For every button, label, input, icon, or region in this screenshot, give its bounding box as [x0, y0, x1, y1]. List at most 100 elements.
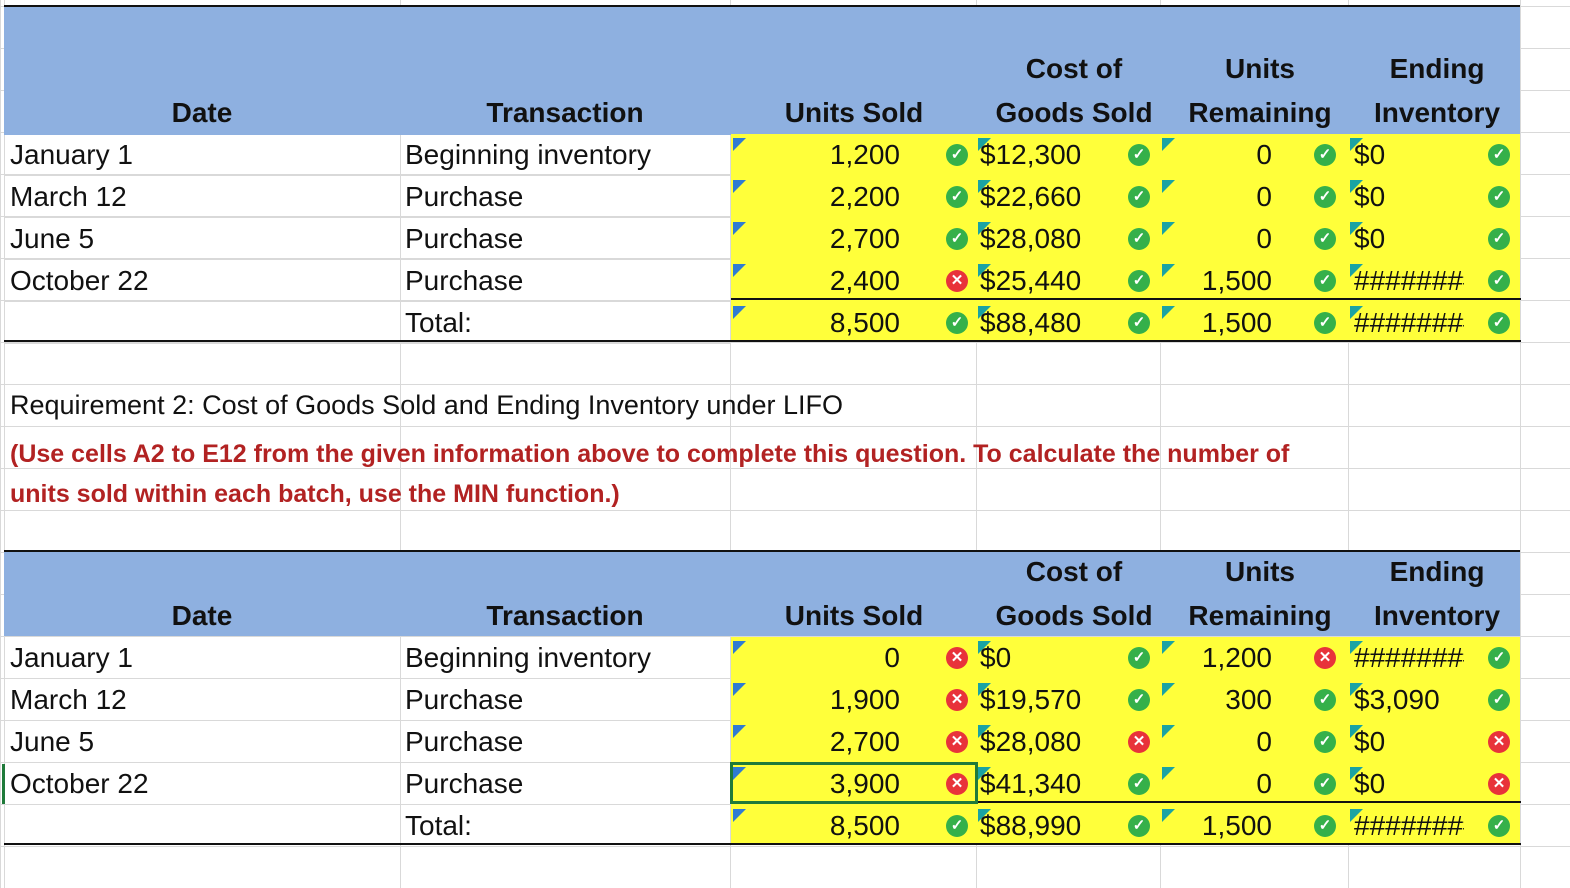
units-remaining-check-icon: [1314, 228, 1336, 250]
comment-flag: [1162, 683, 1175, 696]
units-sold-cell[interactable]: 0: [884, 642, 900, 673]
transaction-cell[interactable]: Purchase: [405, 768, 524, 799]
cogs-cell[interactable]: $19,570: [980, 684, 1082, 715]
cogs-cell[interactable]: $22,660: [980, 181, 1082, 212]
units-remaining-check-icon: [1314, 773, 1336, 795]
transaction-cell[interactable]: Beginning inventory: [405, 139, 651, 170]
date-cell[interactable]: January 1: [10, 139, 133, 170]
ending-inventory-cell[interactable]: $3,090: [1354, 684, 1440, 715]
total-bottom-border: [4, 340, 1521, 342]
table2-header-row: Date Transaction Units Sold Cost of Good…: [4, 550, 1520, 636]
header-units-remaining-line1: Units: [1225, 556, 1295, 587]
total-label[interactable]: Total:: [405, 810, 472, 841]
units-remaining-cell[interactable]: 0: [1256, 726, 1272, 757]
cogs-cell[interactable]: $41,340: [980, 768, 1082, 799]
cogs-cell[interactable]: $88,480: [980, 307, 1082, 338]
comment-flag: [978, 641, 991, 654]
units-sold-cell[interactable]: 1,900: [829, 684, 900, 715]
header-units-remaining-line1: Units: [1225, 53, 1295, 84]
date-cell[interactable]: October 22: [10, 265, 149, 296]
units-sold-cell[interactable]: 2,200: [829, 181, 900, 212]
comment-flag: [733, 767, 746, 780]
units-sold-cell[interactable]: 8,500: [829, 810, 900, 841]
cogs-cell[interactable]: $25,440: [980, 265, 1082, 296]
row-gridline: [4, 175, 730, 176]
units-sold-cell[interactable]: 2,700: [829, 726, 900, 757]
transaction-cell[interactable]: Purchase: [405, 181, 524, 212]
units-remaining-cell[interactable]: 1,500: [1201, 265, 1272, 296]
cogs-cell[interactable]: $88,990: [980, 810, 1082, 841]
comment-flag: [1350, 683, 1363, 696]
selected-cell[interactable]: [730, 762, 978, 804]
date-cell[interactable]: March 12: [10, 684, 127, 715]
comment-flag: [978, 222, 991, 235]
header-transaction: Transaction: [486, 600, 644, 631]
cogs-cell[interactable]: $28,080: [980, 726, 1082, 757]
cogs-check-icon: [1128, 773, 1150, 795]
comment-flag: [733, 264, 746, 277]
ending-inventory-check-icon: [1488, 312, 1510, 334]
total-top-border: [731, 801, 1521, 803]
ending-inventory-check-icon: [1488, 228, 1510, 250]
ending-inventory-cell[interactable]: $0: [1354, 181, 1386, 212]
column-gridline: [1520, 0, 1521, 888]
date-cell[interactable]: March 12: [10, 181, 127, 212]
transaction-cell[interactable]: Purchase: [405, 265, 524, 296]
column-gridline: [4, 0, 5, 888]
comment-flag: [1162, 641, 1175, 654]
cogs-check-icon: [1128, 228, 1150, 250]
units-sold-cell[interactable]: 1,200: [829, 139, 900, 170]
ending-inventory-cell[interactable]: $0: [1354, 139, 1386, 170]
units-sold-cell[interactable]: 3,900: [829, 768, 900, 799]
transaction-cell[interactable]: Purchase: [405, 223, 524, 254]
ending-inventory-cell[interactable]: ########: [1354, 810, 1464, 841]
comment-flag: [1350, 641, 1363, 654]
ending-inventory-cell[interactable]: ########: [1354, 642, 1464, 673]
header-cogs-line1: Cost of: [1025, 556, 1123, 587]
comment-flag: [978, 180, 991, 193]
units-remaining-cell[interactable]: 1,200: [1201, 642, 1272, 673]
comment-flag: [733, 222, 746, 235]
units-sold-cell[interactable]: 8,500: [829, 307, 900, 338]
cogs-cell[interactable]: $0: [980, 642, 1012, 673]
units-remaining-cell[interactable]: 1,500: [1201, 810, 1272, 841]
header-cogs-line2: Goods Sold: [995, 600, 1153, 631]
units-remaining-cell[interactable]: 0: [1256, 768, 1272, 799]
header-transaction: Transaction: [486, 97, 644, 128]
row-gridline: [4, 301, 730, 302]
row-gridline: [4, 762, 730, 763]
units-remaining-cell[interactable]: 0: [1256, 181, 1272, 212]
units-sold-cell[interactable]: 2,400: [829, 265, 900, 296]
units-sold-cell[interactable]: 2,700: [829, 223, 900, 254]
units-remaining-cell[interactable]: 0: [1256, 223, 1272, 254]
comment-flag: [1350, 767, 1363, 780]
units-remaining-cell[interactable]: 0: [1256, 139, 1272, 170]
total-bottom-border: [4, 843, 1521, 845]
total-label[interactable]: Total:: [405, 307, 472, 338]
cogs-cell[interactable]: $28,080: [980, 223, 1082, 254]
date-cell[interactable]: June 5: [10, 726, 95, 757]
comment-flag: [1162, 222, 1175, 235]
ending-inventory-cell[interactable]: $0: [1354, 726, 1386, 757]
date-cell[interactable]: January 1: [10, 642, 133, 673]
ending-inventory-cell[interactable]: $0: [1354, 768, 1386, 799]
date-cell[interactable]: June 5: [10, 223, 95, 254]
ending-inventory-cell[interactable]: $0: [1354, 223, 1386, 254]
row-gridline: [4, 217, 730, 218]
comment-flag: [978, 138, 991, 151]
units-sold-cross-icon: [946, 647, 968, 669]
date-cell[interactable]: October 22: [10, 768, 149, 799]
transaction-cell[interactable]: Purchase: [405, 726, 524, 757]
cogs-check-icon: [1128, 689, 1150, 711]
header-units-remaining-line2: Remaining: [1188, 97, 1332, 128]
ending-inventory-cell[interactable]: ########: [1354, 307, 1464, 338]
cogs-cell[interactable]: $12,300: [980, 139, 1082, 170]
ending-inventory-cell[interactable]: ########: [1354, 265, 1464, 296]
transaction-cell[interactable]: Beginning inventory: [405, 642, 651, 673]
transaction-cell[interactable]: Purchase: [405, 684, 524, 715]
units-sold-cross-icon: [946, 689, 968, 711]
header-ending-inventory-line1: Ending: [1389, 556, 1485, 587]
units-remaining-cell[interactable]: 1,500: [1201, 307, 1272, 338]
units-remaining-cell[interactable]: 300: [1225, 684, 1272, 715]
column-gridline: [1348, 0, 1349, 888]
